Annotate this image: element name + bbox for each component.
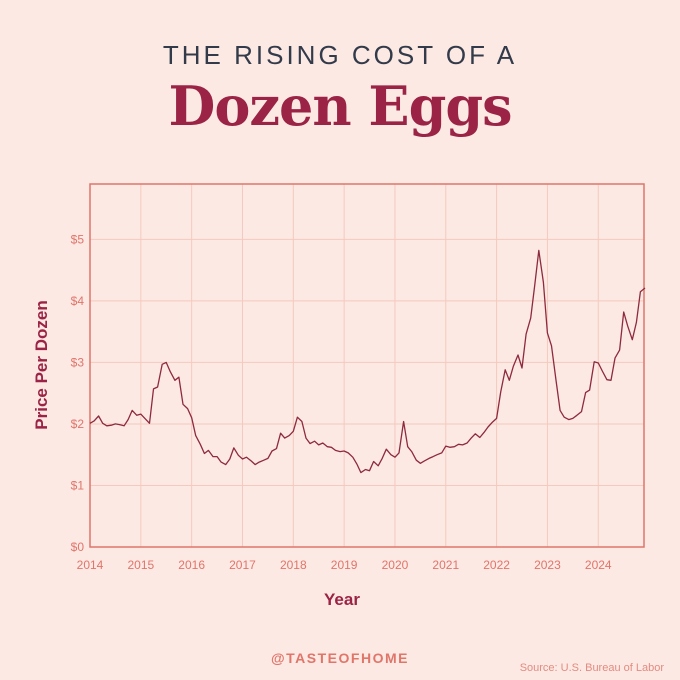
x-tick-label: 2015 [127, 558, 154, 572]
y-tick-label: $5 [71, 232, 85, 246]
x-tick-label: 2017 [229, 558, 256, 572]
series-line [89, 249, 646, 474]
x-tick-labels: 2014 2015 2016 2017 2018 2019 2020 2021 2022 2023… [77, 558, 612, 572]
source-note: Source: U.S. Bureau of Labor [519, 662, 664, 674]
x-tick-label: 2019 [331, 558, 358, 572]
x-tick-label: 2018 [280, 558, 307, 572]
y-axis-title: Price Per Dozen [32, 300, 51, 429]
x-tick-label: 2020 [382, 558, 409, 572]
x-tick-label: 2024 [585, 558, 612, 572]
grid-layer [90, 184, 644, 547]
y-tick-label: $2 [71, 417, 85, 431]
y-tick-labels: $0 $1 $2 $3 $4 $5 [71, 232, 85, 554]
x-tick-label: 2022 [483, 558, 510, 572]
chart-title-top: THE RISING COST OF A [162, 40, 518, 70]
x-axis-title: Year [324, 590, 360, 609]
x-tick-label: 2023 [534, 558, 561, 572]
y-tick-label: $1 [71, 478, 85, 492]
x-tick-label: 2021 [432, 558, 459, 572]
y-tick-label: $4 [71, 294, 85, 308]
plot-frame [89, 183, 645, 548]
chart-title-main: Dozen Eggs [168, 74, 512, 138]
x-tick-label: 2016 [178, 558, 205, 572]
y-tick-label: $0 [71, 540, 85, 554]
y-tick-label: $3 [71, 355, 85, 369]
x-tick-label: 2014 [77, 558, 104, 572]
social-handle: @TASTEOFHOME [271, 650, 409, 666]
